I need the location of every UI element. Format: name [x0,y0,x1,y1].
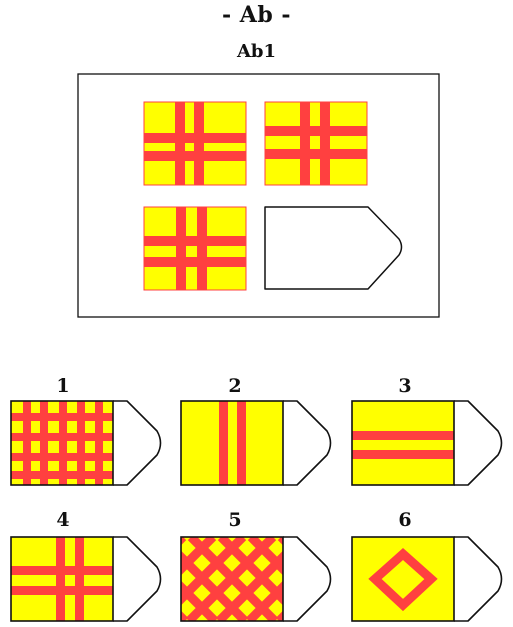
matrix-flag-top-left [143,101,247,186]
option-3-flag[interactable] [351,400,503,486]
option-6-label: 6 [398,509,411,531]
option-2-label: 2 [228,375,241,397]
option-1-label: 1 [56,375,69,397]
option-6-flag[interactable] [351,536,503,622]
option-1-flag[interactable] [10,400,162,486]
puzzle-subtitle: Ab1 [236,41,277,62]
question-frame [77,73,440,318]
option-4-flag[interactable] [10,536,162,622]
missing-piece-placeholder [264,206,403,290]
option-2-flag[interactable] [180,400,332,486]
matrix-flag-top-right [264,101,368,186]
matrix-flag-bottom-left [143,206,247,291]
option-4-label: 4 [56,509,69,531]
option-5-label: 5 [228,509,241,531]
page-title: - Ab - [221,2,292,28]
option-5-flag[interactable] [99,536,365,622]
option-3-label: 3 [398,375,411,397]
